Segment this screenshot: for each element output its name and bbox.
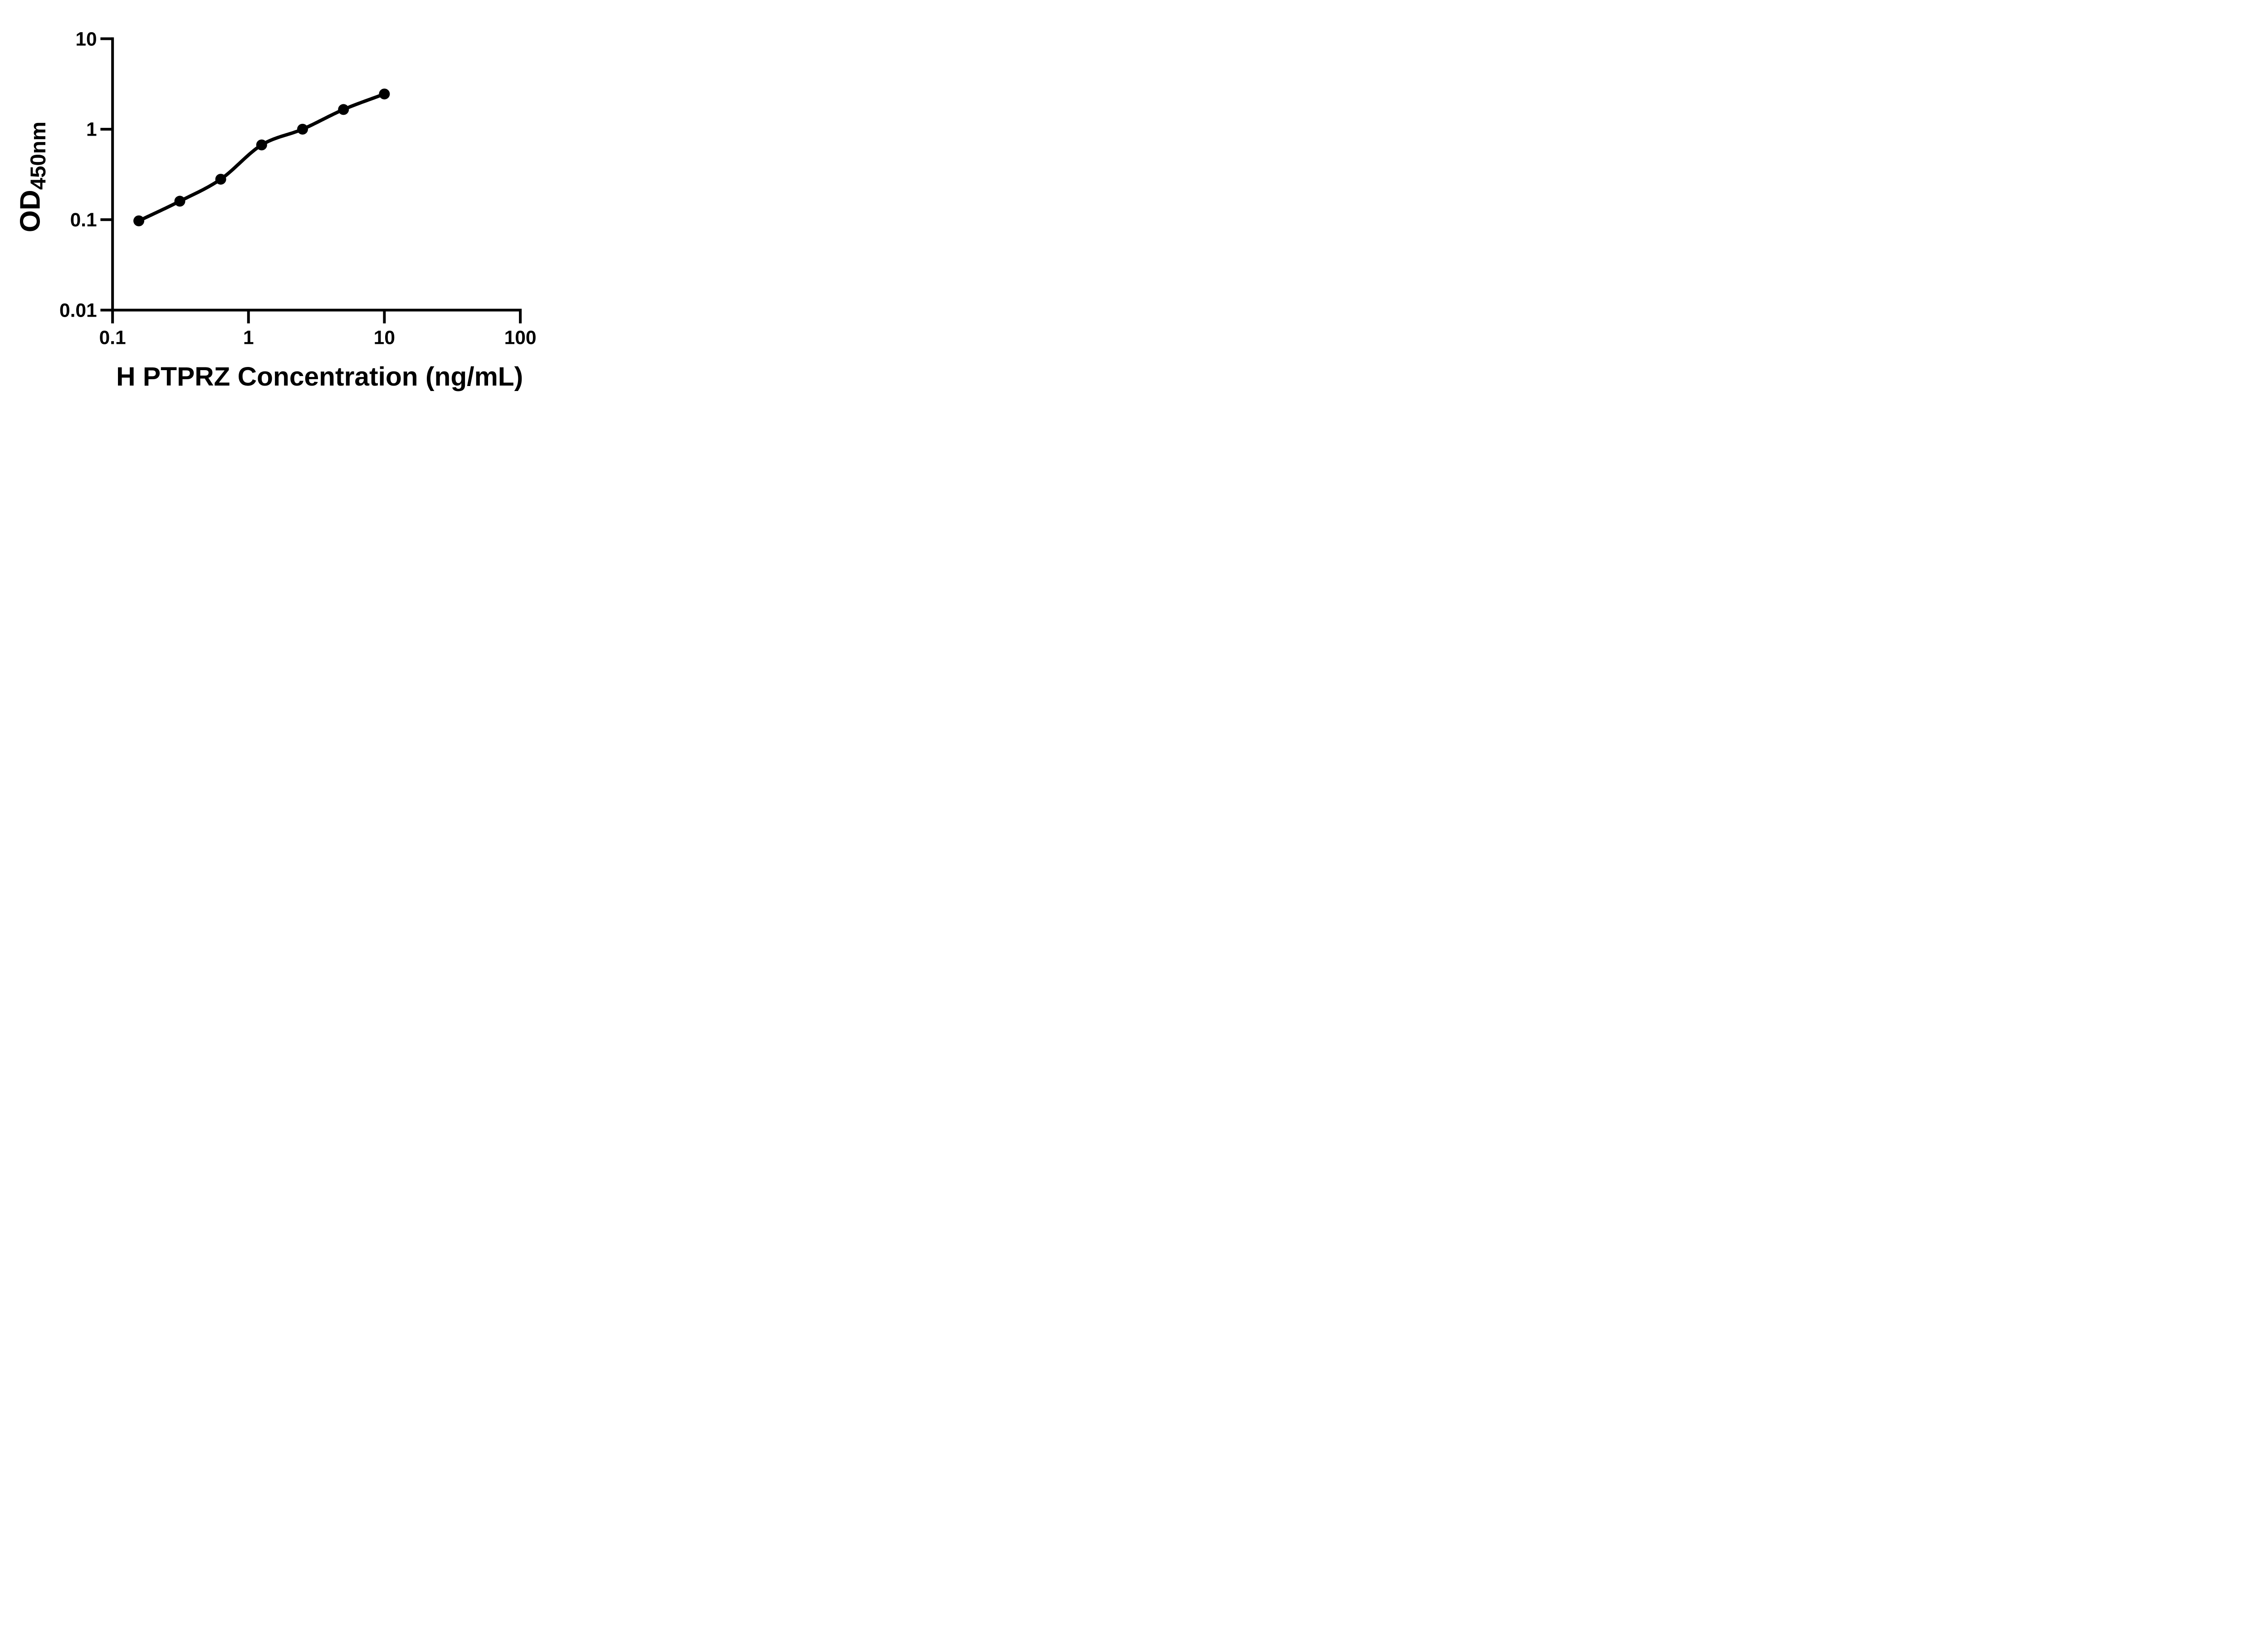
plot-layer: [133, 88, 390, 226]
y-axis-title-subscript: 450nm: [26, 122, 50, 190]
x-tick-label-1: 1: [243, 328, 254, 349]
data-point: [215, 174, 226, 185]
y-tick-label-10: 10: [75, 29, 97, 50]
data-point: [297, 123, 308, 135]
y-axis-title-main: OD: [14, 190, 46, 232]
data-point: [174, 196, 186, 207]
y-tick-label-1: 1: [86, 119, 97, 141]
y-tick-label-0.01: 0.01: [59, 300, 97, 322]
data-point: [256, 139, 267, 151]
x-tick-label-100: 100: [504, 328, 537, 349]
x-axis-title: H PTPRZ Concentration (ng/mL): [116, 362, 523, 391]
x-tick-label-0.1: 0.1: [99, 328, 126, 349]
y-tick-label-0.1: 0.1: [70, 210, 97, 231]
data-point: [133, 215, 145, 226]
data-point: [338, 104, 349, 115]
elisa-standard-curve-figure: 10 1 0.1 0.01 0.1 1 10 100 H PTPRZ Conce…: [0, 0, 583, 408]
y-axis-title: OD450nm: [14, 122, 50, 232]
x-tick-label-10: 10: [374, 328, 395, 349]
standard-curve-chart: 10 1 0.1 0.01 0.1 1 10 100 H PTPRZ Conce…: [14, 29, 537, 391]
data-point: [379, 88, 390, 100]
